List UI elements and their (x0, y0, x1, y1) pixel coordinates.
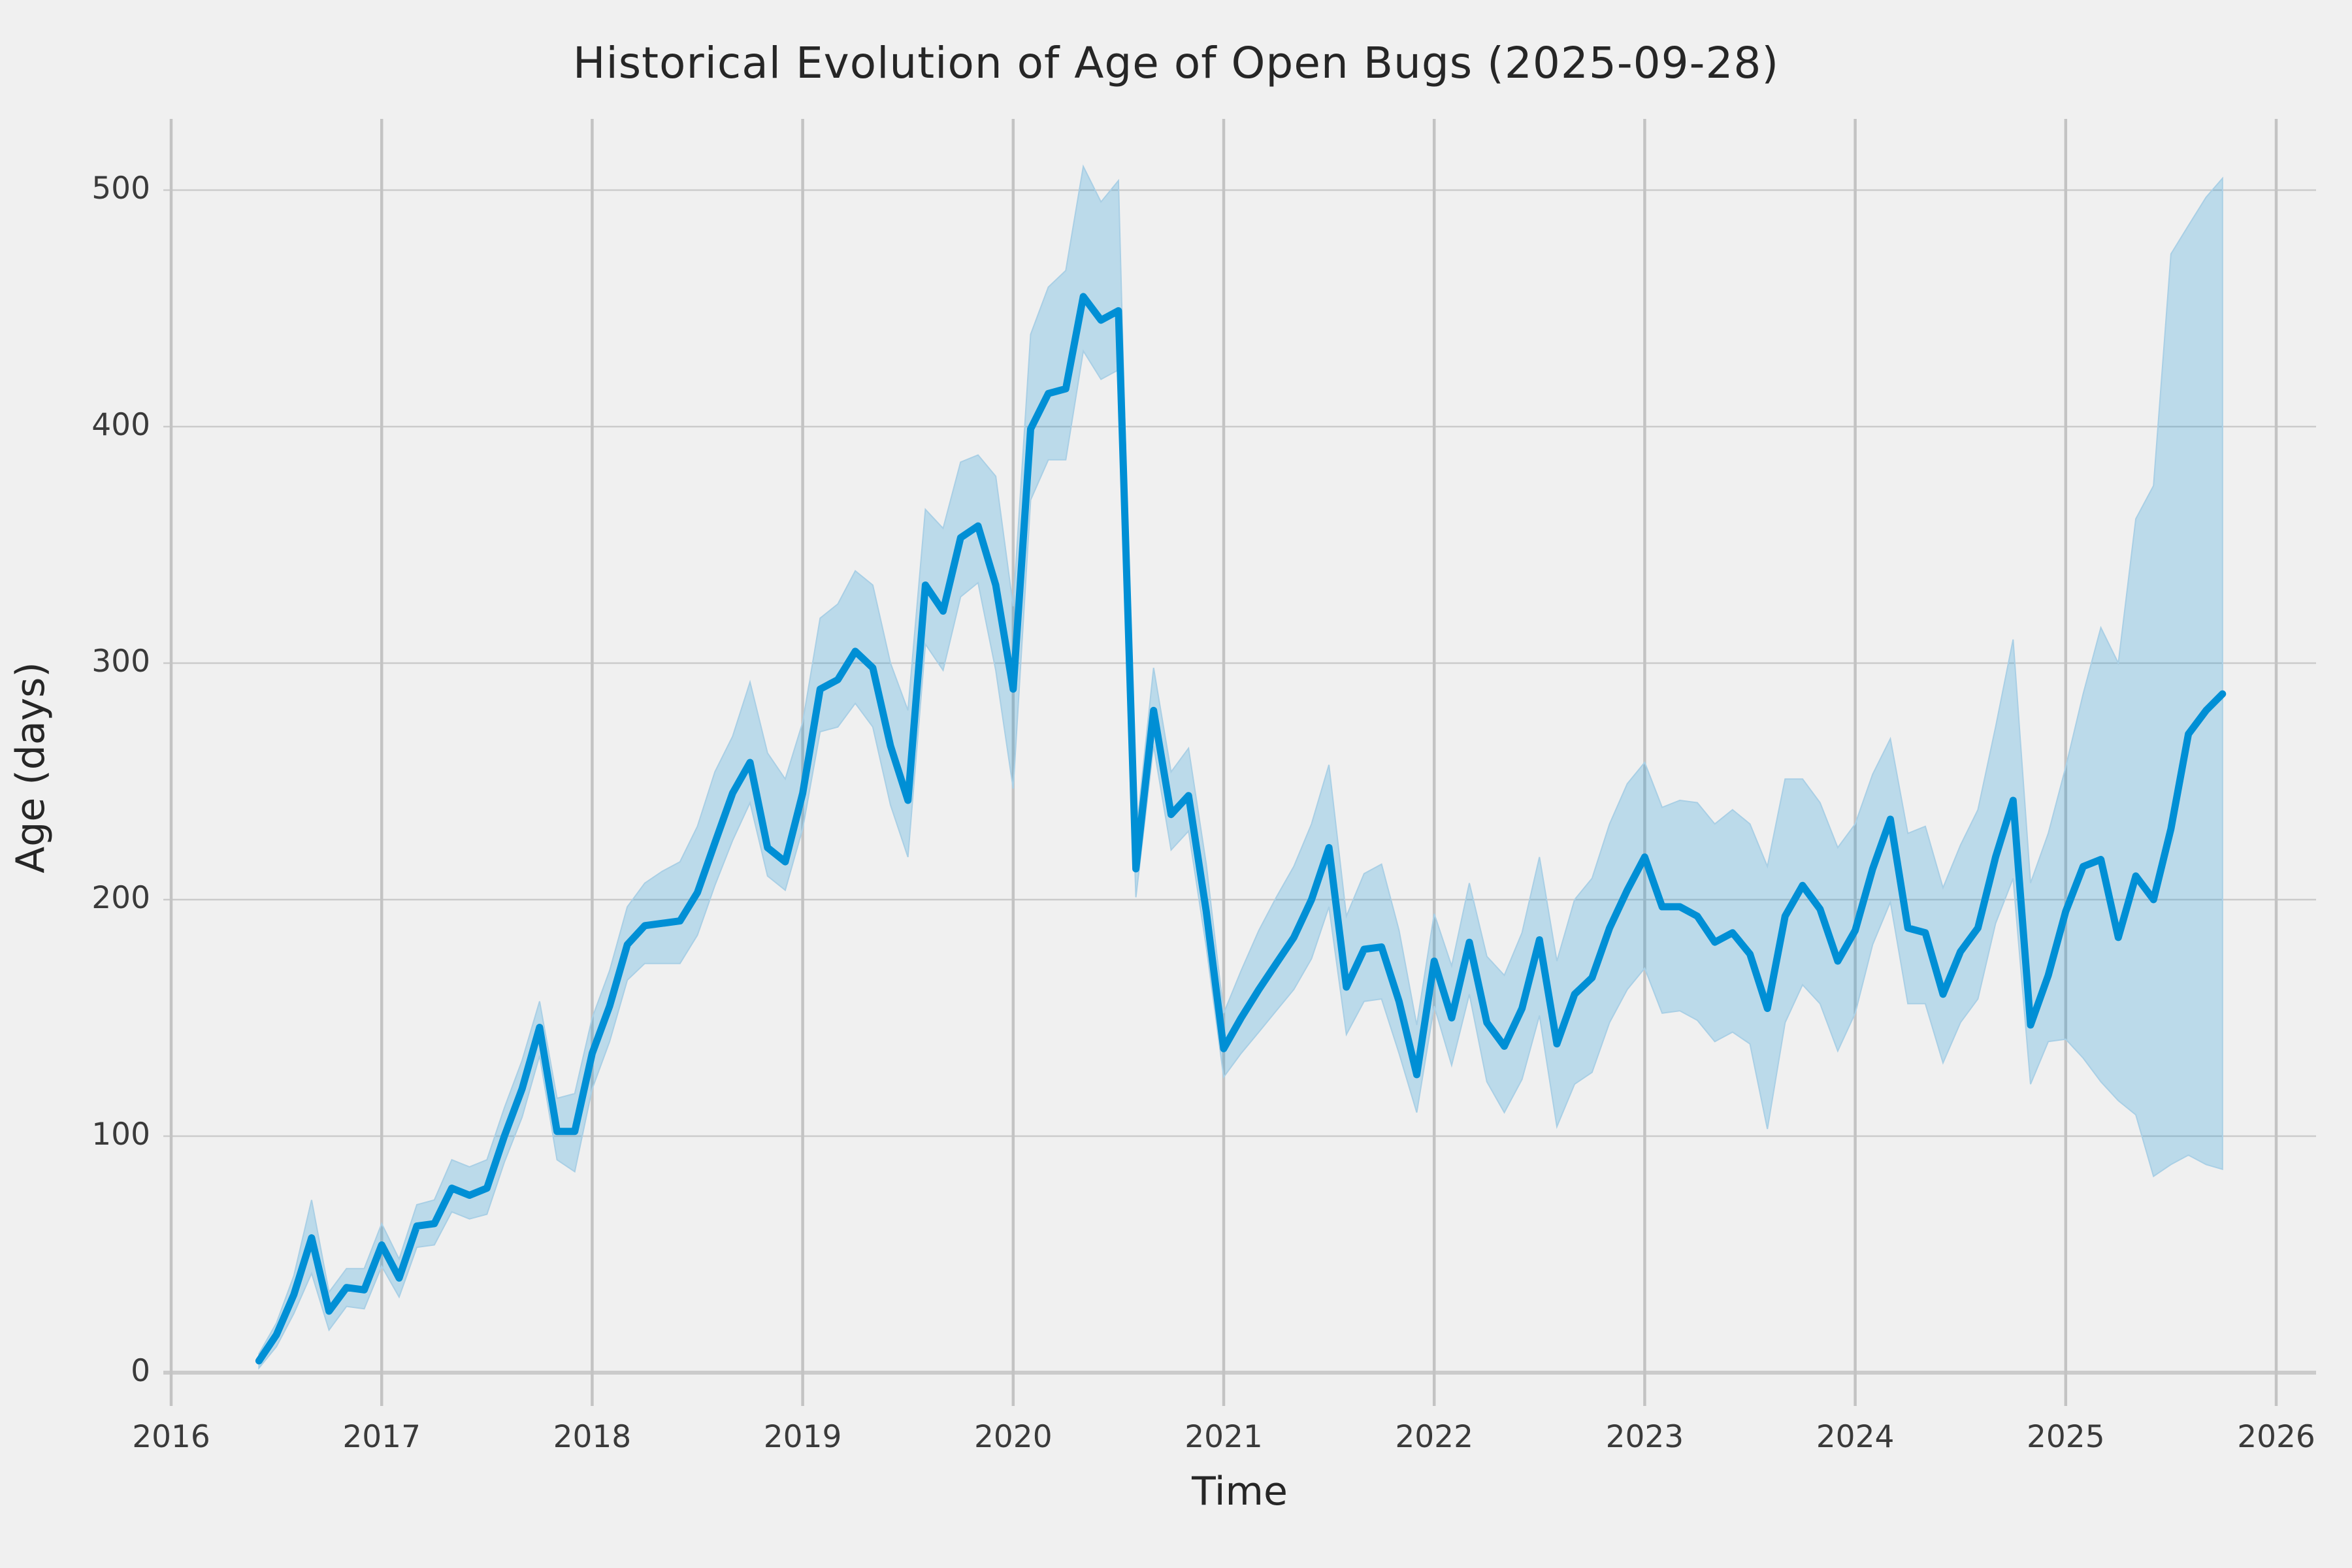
y-axis-label: Age (days) (8, 662, 54, 874)
x-tick-2018: 2018 (553, 1419, 632, 1455)
y-tick-100: 100 (91, 1117, 150, 1152)
x-tick-2022: 2022 (1395, 1419, 1473, 1455)
x-tick-2025: 2025 (2026, 1419, 2105, 1455)
x-tick-2026: 2026 (2237, 1419, 2315, 1455)
x-tick-2023: 2023 (1605, 1419, 1684, 1455)
y-tick-300: 300 (91, 644, 150, 679)
confidence-band (258, 164, 2223, 1370)
mean-age-line (255, 293, 2227, 1365)
chart-title: Historical Evolution of Age of Open Bugs… (572, 38, 1780, 88)
x-tick-2020: 2020 (973, 1419, 1053, 1455)
x-tick-2024: 2024 (1816, 1419, 1895, 1455)
y-tick-200: 200 (91, 880, 150, 916)
y-tick-0: 0 (131, 1353, 150, 1389)
horizontal-gridlines (163, 189, 2316, 1375)
x-tick-2021: 2021 (1184, 1419, 1263, 1455)
x-tick-2019: 2019 (763, 1419, 842, 1455)
y-tick-400: 400 (91, 407, 150, 443)
x-axis-label: Time (1192, 1469, 1288, 1514)
x-tick-2017: 2017 (342, 1419, 421, 1455)
x-tick-2016: 2016 (132, 1419, 210, 1455)
y-tick-500: 500 (91, 171, 150, 206)
